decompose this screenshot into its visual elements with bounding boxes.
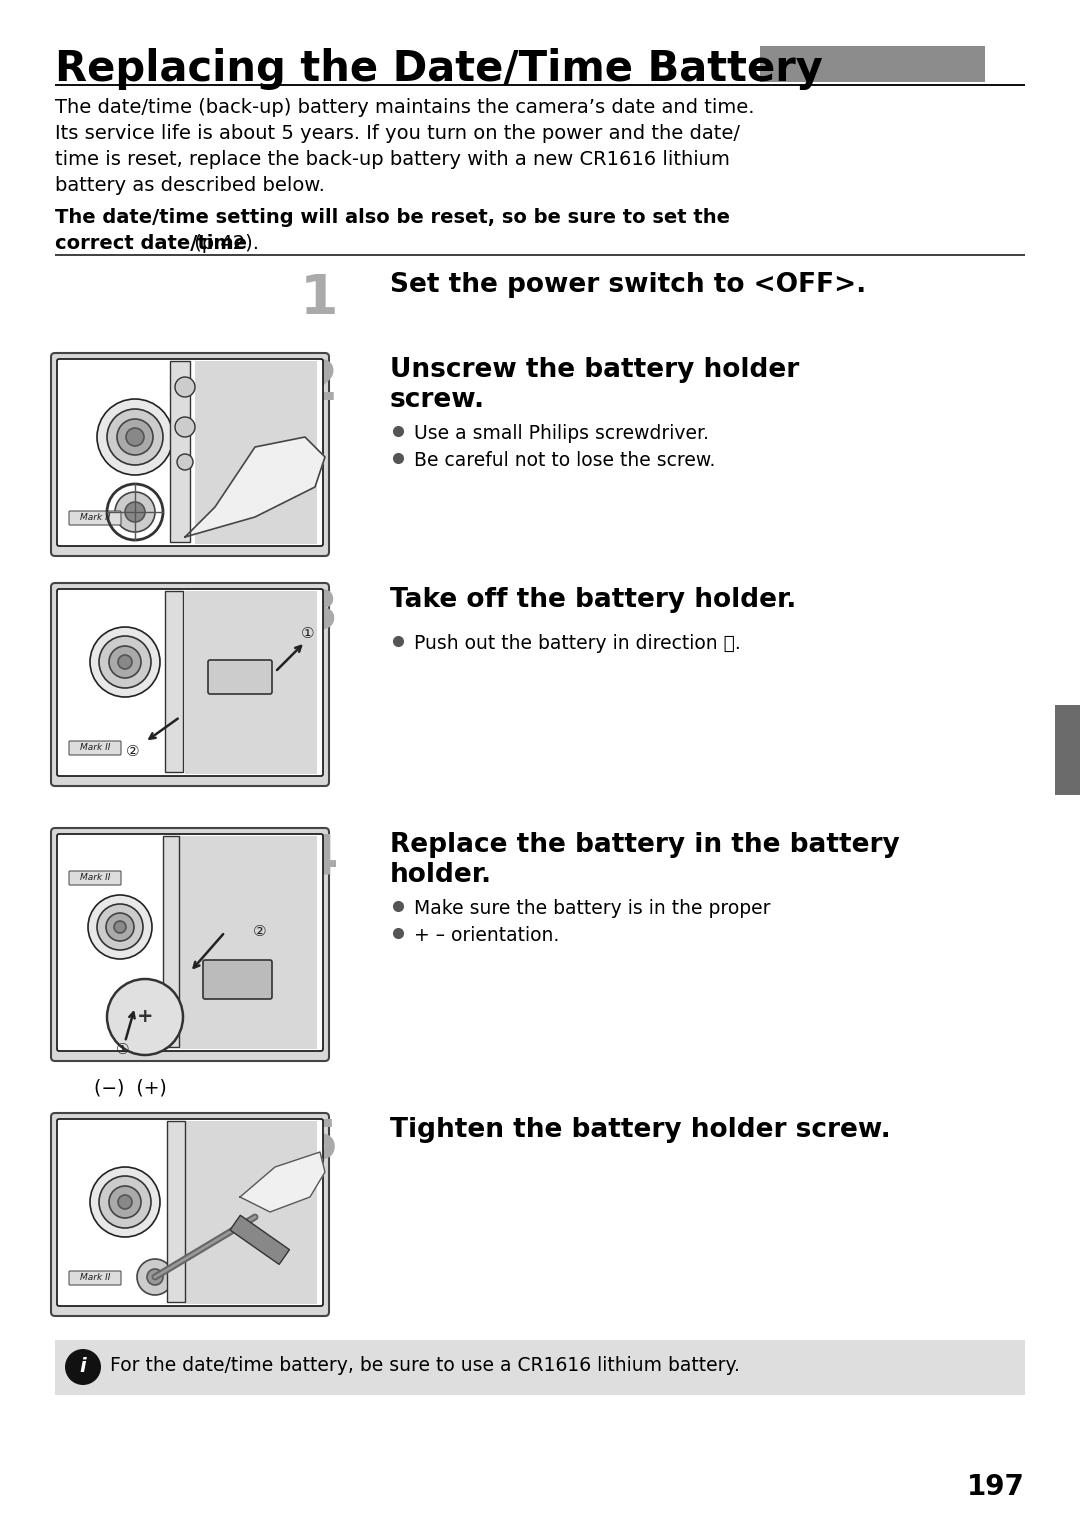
Bar <box>185 1121 318 1303</box>
Text: i: i <box>80 1357 86 1375</box>
Circle shape <box>137 1259 173 1294</box>
FancyBboxPatch shape <box>51 583 329 786</box>
Bar <box>55 1340 1025 1395</box>
FancyBboxPatch shape <box>203 960 272 999</box>
Text: Mark II: Mark II <box>80 514 110 523</box>
Text: 2: 2 <box>299 357 338 411</box>
Text: 197: 197 <box>967 1472 1025 1501</box>
Text: Replacing the Date/Time Battery: Replacing the Date/Time Battery <box>55 49 823 90</box>
Text: 1: 1 <box>299 272 338 325</box>
FancyBboxPatch shape <box>57 589 323 776</box>
Text: (−)  (+): (−) (+) <box>94 1078 166 1098</box>
Circle shape <box>87 894 152 960</box>
Bar <box>55 254 1025 256</box>
FancyBboxPatch shape <box>51 353 329 557</box>
Text: The date/time setting will also be reset, so be sure to set the: The date/time setting will also be reset… <box>55 208 730 227</box>
FancyBboxPatch shape <box>69 1272 121 1285</box>
Circle shape <box>114 922 126 932</box>
Text: Push out the battery in direction ⓑ.: Push out the battery in direction ⓑ. <box>414 634 741 653</box>
Circle shape <box>126 427 144 446</box>
Text: (p.42).: (p.42). <box>188 234 258 252</box>
Text: +: + <box>137 1007 153 1027</box>
Text: Take off the battery holder.: Take off the battery holder. <box>390 587 796 613</box>
Text: Tighten the battery holder screw.: Tighten the battery holder screw. <box>390 1116 891 1142</box>
Circle shape <box>107 409 163 465</box>
Bar <box>1055 706 1080 795</box>
Bar <box>170 360 190 541</box>
Text: For the date/time battery, be sure to use a CR1616 lithium battery.: For the date/time battery, be sure to us… <box>110 1357 740 1375</box>
Circle shape <box>175 377 195 397</box>
Circle shape <box>97 903 143 951</box>
Text: 5: 5 <box>299 1116 338 1171</box>
Text: + – orientation.: + – orientation. <box>414 926 559 945</box>
Bar <box>165 592 183 773</box>
Text: Be careful not to lose the screw.: Be careful not to lose the screw. <box>414 452 715 470</box>
FancyBboxPatch shape <box>51 1113 329 1316</box>
Bar <box>55 84 1025 87</box>
FancyBboxPatch shape <box>57 1119 323 1307</box>
Text: Its service life is about 5 years. If you turn on the power and the date/: Its service life is about 5 years. If yo… <box>55 125 740 143</box>
Bar <box>167 1121 185 1302</box>
Circle shape <box>118 656 132 669</box>
Circle shape <box>99 1176 151 1227</box>
Circle shape <box>97 399 173 475</box>
Text: 3: 3 <box>299 587 338 640</box>
Text: Mark II: Mark II <box>80 1273 110 1282</box>
Text: ②: ② <box>126 744 139 759</box>
Circle shape <box>90 1167 160 1237</box>
Polygon shape <box>185 437 325 537</box>
Text: Replace the battery in the battery: Replace the battery in the battery <box>390 832 900 858</box>
Text: ①: ① <box>117 1042 130 1057</box>
Text: Set the power switch to <OFF>.: Set the power switch to <OFF>. <box>390 272 866 298</box>
FancyBboxPatch shape <box>57 359 323 546</box>
Bar <box>195 360 318 545</box>
Bar <box>760 46 985 82</box>
FancyBboxPatch shape <box>208 660 272 694</box>
Text: time is reset, replace the back-up battery with a new CR1616 lithium: time is reset, replace the back-up batte… <box>55 151 730 169</box>
Circle shape <box>109 646 141 678</box>
Bar <box>180 837 318 1049</box>
Text: holder.: holder. <box>390 862 492 888</box>
Text: Use a small Philips screwdriver.: Use a small Philips screwdriver. <box>414 424 708 443</box>
Circle shape <box>125 502 145 522</box>
Circle shape <box>147 1269 163 1285</box>
Text: ①: ① <box>301 627 314 642</box>
Text: screw.: screw. <box>390 386 485 414</box>
Circle shape <box>106 913 134 941</box>
Circle shape <box>90 627 160 697</box>
Text: 4: 4 <box>299 832 338 887</box>
Circle shape <box>99 636 151 687</box>
Circle shape <box>114 491 156 532</box>
Text: ②: ② <box>253 925 267 940</box>
Circle shape <box>118 1196 132 1209</box>
Text: Mark II: Mark II <box>80 744 110 753</box>
Bar <box>185 592 318 774</box>
Text: Mark II: Mark II <box>80 873 110 882</box>
Text: battery as described below.: battery as described below. <box>55 176 325 195</box>
Circle shape <box>117 418 153 455</box>
Circle shape <box>65 1349 102 1386</box>
Circle shape <box>175 417 195 437</box>
FancyBboxPatch shape <box>51 827 329 1062</box>
Bar <box>230 1215 289 1264</box>
FancyBboxPatch shape <box>69 741 121 754</box>
FancyBboxPatch shape <box>69 872 121 885</box>
Text: correct date/time: correct date/time <box>55 234 247 252</box>
FancyBboxPatch shape <box>69 511 121 525</box>
FancyBboxPatch shape <box>57 834 323 1051</box>
Bar <box>163 837 179 1046</box>
Polygon shape <box>240 1151 325 1212</box>
Circle shape <box>177 453 193 470</box>
Circle shape <box>109 1186 141 1218</box>
Text: Make sure the battery is in the proper: Make sure the battery is in the proper <box>414 899 770 919</box>
Circle shape <box>107 980 183 1056</box>
Text: The date/time (back-up) battery maintains the camera’s date and time.: The date/time (back-up) battery maintain… <box>55 97 755 117</box>
Text: Unscrew the battery holder: Unscrew the battery holder <box>390 357 799 383</box>
